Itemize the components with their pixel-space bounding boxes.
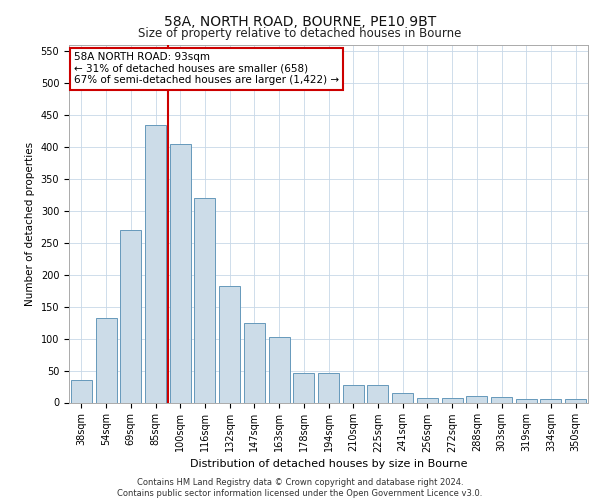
Text: Size of property relative to detached houses in Bourne: Size of property relative to detached ho… bbox=[139, 28, 461, 40]
Bar bbox=[343, 384, 364, 402]
Bar bbox=[95, 318, 116, 402]
X-axis label: Distribution of detached houses by size in Bourne: Distribution of detached houses by size … bbox=[190, 458, 467, 468]
Bar bbox=[491, 398, 512, 402]
Bar bbox=[318, 373, 339, 402]
Bar bbox=[145, 125, 166, 402]
Bar bbox=[120, 230, 141, 402]
Y-axis label: Number of detached properties: Number of detached properties bbox=[25, 142, 35, 306]
Text: 58A, NORTH ROAD, BOURNE, PE10 9BT: 58A, NORTH ROAD, BOURNE, PE10 9BT bbox=[164, 15, 436, 29]
Text: Contains HM Land Registry data © Crown copyright and database right 2024.
Contai: Contains HM Land Registry data © Crown c… bbox=[118, 478, 482, 498]
Bar bbox=[244, 322, 265, 402]
Bar bbox=[219, 286, 240, 403]
Bar bbox=[565, 400, 586, 402]
Bar bbox=[541, 400, 562, 402]
Bar bbox=[269, 336, 290, 402]
Bar bbox=[293, 373, 314, 402]
Bar bbox=[466, 396, 487, 402]
Bar bbox=[516, 400, 537, 402]
Text: 58A NORTH ROAD: 93sqm
← 31% of detached houses are smaller (658)
67% of semi-det: 58A NORTH ROAD: 93sqm ← 31% of detached … bbox=[74, 52, 340, 86]
Bar bbox=[417, 398, 438, 402]
Bar bbox=[442, 398, 463, 402]
Bar bbox=[392, 393, 413, 402]
Bar bbox=[170, 144, 191, 403]
Bar bbox=[194, 198, 215, 402]
Bar bbox=[71, 380, 92, 402]
Bar bbox=[367, 384, 388, 402]
